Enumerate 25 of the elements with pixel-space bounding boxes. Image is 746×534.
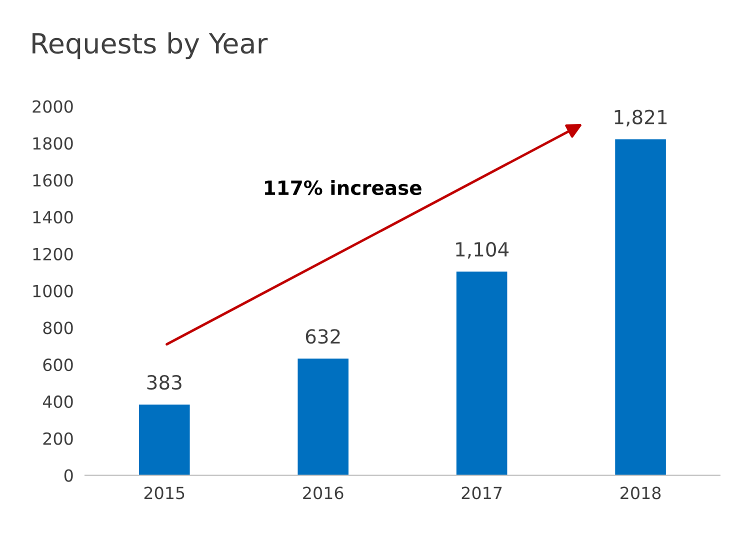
data-label: 632: [306, 329, 340, 344]
x-tick-label: 2017: [462, 486, 502, 500]
annotation: 117% increase: [264, 180, 422, 196]
bar: [298, 358, 349, 476]
data-label: 1,821: [614, 110, 667, 126]
y-tick-label: 1600: [33, 174, 73, 187]
x-tick-label: 2016: [303, 486, 344, 500]
bar: [615, 139, 666, 476]
x-tick-label: 2015: [144, 486, 184, 500]
y-tick-label: 1200: [33, 248, 73, 260]
bar: [456, 272, 508, 476]
y-tick-label: 1000: [33, 284, 73, 298]
y-tick-label: 600: [43, 358, 73, 372]
bar: [139, 404, 190, 476]
y-tick-label: 800: [43, 322, 73, 334]
chart-title: Requests by Year: [32, 32, 268, 60]
y-tick-label: 400: [42, 395, 73, 408]
y-tick-label: 0: [64, 469, 73, 482]
y-tick-label: 200: [43, 432, 73, 445]
y-tick-label: 1400: [33, 210, 73, 224]
data-label: 383: [147, 375, 182, 390]
y-tick-label: 1800: [33, 137, 73, 150]
data-label: 1,104: [456, 242, 509, 259]
x-tick-label: 2018: [620, 486, 661, 500]
y-tick-label: 2000: [32, 100, 73, 113]
